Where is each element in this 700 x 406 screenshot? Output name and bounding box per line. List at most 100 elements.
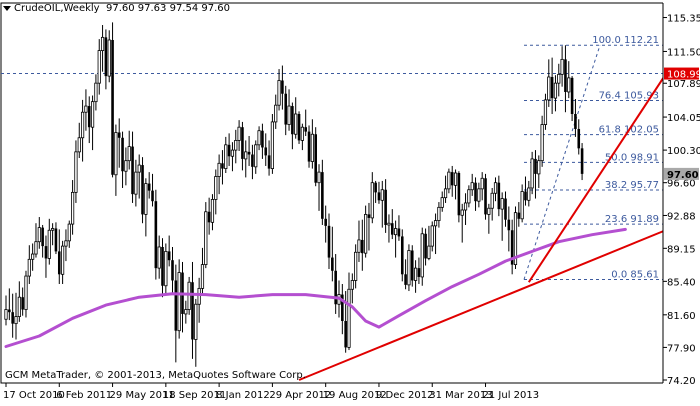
candle-body-up <box>100 36 105 51</box>
candle-body-down <box>334 270 337 305</box>
candle-body-down <box>167 251 171 261</box>
candle-body-down <box>161 246 164 286</box>
price-tag-box <box>664 67 699 80</box>
chart-header: CrudeOIL,Weekly 97.60 97.63 97.54 97.60 <box>3 3 230 14</box>
candle-body-up <box>540 124 544 162</box>
candle-body-down <box>577 128 581 149</box>
fibo-level-label: 100.0 112.21 <box>592 35 659 46</box>
candle-body-down <box>534 158 537 174</box>
candle-body-up <box>567 77 571 93</box>
candle-body-up <box>187 281 191 310</box>
candle-body-down <box>171 260 174 281</box>
candle-body-up <box>27 258 31 277</box>
candle-body-down <box>221 163 224 169</box>
candle-body-down <box>11 312 14 324</box>
candle-body-up <box>137 164 141 173</box>
candle-body-down <box>207 211 211 223</box>
candle-body-up <box>94 82 98 103</box>
candle-body-up <box>317 171 321 184</box>
time-tick-label: 21 Jul 2013 <box>483 390 540 401</box>
candle-body-up <box>347 288 351 348</box>
price-tick-label: 111.50 <box>667 47 700 58</box>
time-tick-label: 29 Apr 2012 <box>269 390 331 401</box>
candle-body-down <box>321 172 324 219</box>
candle-body-up <box>500 198 504 210</box>
candle-body-up <box>407 250 411 286</box>
candle-body-down <box>304 127 307 132</box>
candle-body-down <box>580 148 584 174</box>
fibo-level-label: 38.2 95.77 <box>605 180 659 191</box>
candle-body-up <box>224 144 228 169</box>
candle-body-up <box>204 211 208 266</box>
candle-body-up <box>490 192 494 209</box>
candle-body-down <box>281 80 284 94</box>
candle-body-down <box>54 228 58 252</box>
symbol-label: CrudeOIL,Weekly <box>14 3 100 14</box>
candle-body-up <box>560 58 564 75</box>
candle-body-down <box>417 268 421 277</box>
ohlc-values: 97.60 97.63 97.54 97.60 <box>105 3 231 14</box>
candle-body-up <box>370 182 374 219</box>
candle-body-up <box>210 199 215 223</box>
time-tick-label: 6 Feb 2011 <box>56 390 112 401</box>
candle-body-down <box>131 146 134 195</box>
time-tick-label: 18 Sep 2011 <box>163 390 226 401</box>
price-axis-bg <box>663 0 700 402</box>
candle-body-down <box>450 172 454 186</box>
candle-body-up <box>437 206 441 221</box>
candle-body-down <box>307 131 311 162</box>
candle-body-up <box>480 177 484 190</box>
candle-body-up <box>287 105 291 125</box>
candle-body-down <box>457 173 461 216</box>
candle-body-up <box>37 227 41 243</box>
candle-body-up <box>97 50 101 84</box>
candle-body-up <box>520 191 524 220</box>
candle-body-up <box>467 189 471 204</box>
price-tag-label: 108.99 <box>667 70 700 81</box>
price-tick-label: 77.90 <box>667 343 696 354</box>
candle-body-up <box>214 176 218 200</box>
candle-body-up <box>364 214 368 254</box>
candle-body-up <box>553 82 558 99</box>
candle-body-up <box>31 253 35 260</box>
candle-body-up <box>394 228 398 236</box>
candle-body-up <box>77 137 81 153</box>
candle-body-up <box>134 171 138 195</box>
candle-body-up <box>543 99 548 125</box>
candle-body-down <box>291 106 294 135</box>
candle-body-up <box>90 101 95 128</box>
candle-body-down <box>227 144 231 157</box>
price-tick-label: 96.60 <box>667 179 696 190</box>
price-tick-label: 92.88 <box>667 211 696 222</box>
candle-body-down <box>111 39 114 175</box>
candle-body-down <box>484 178 487 215</box>
candle-body-down <box>424 233 427 259</box>
candle-body-up <box>493 182 498 194</box>
candle-body-down <box>524 191 527 201</box>
price-tick-label: 100.30 <box>667 146 700 157</box>
candle-body-up <box>427 245 431 259</box>
candle-body-down <box>327 225 331 258</box>
candle-body-down <box>8 309 11 313</box>
candle-body-up <box>67 223 71 242</box>
candle-body-up <box>51 228 55 231</box>
candle-body-up <box>277 80 281 106</box>
candle-body-down <box>341 294 344 321</box>
price-tick-label: 81.60 <box>667 311 696 322</box>
candle-body-up <box>124 160 128 172</box>
candle-body-down <box>267 155 271 169</box>
trendline <box>527 64 673 283</box>
candle-body-up <box>164 250 168 287</box>
candle-body-down <box>117 132 121 138</box>
candle-body-up <box>47 229 51 259</box>
candle-body-up <box>380 189 384 201</box>
candle-body-up <box>300 126 304 141</box>
candle-body-up <box>61 245 65 275</box>
candle-body-up <box>4 309 8 320</box>
candle-body-down <box>57 251 61 275</box>
candle-body-up <box>453 172 458 186</box>
price-tick-label: 85.40 <box>667 277 696 288</box>
dropdown-triangle-icon[interactable] <box>3 5 11 11</box>
